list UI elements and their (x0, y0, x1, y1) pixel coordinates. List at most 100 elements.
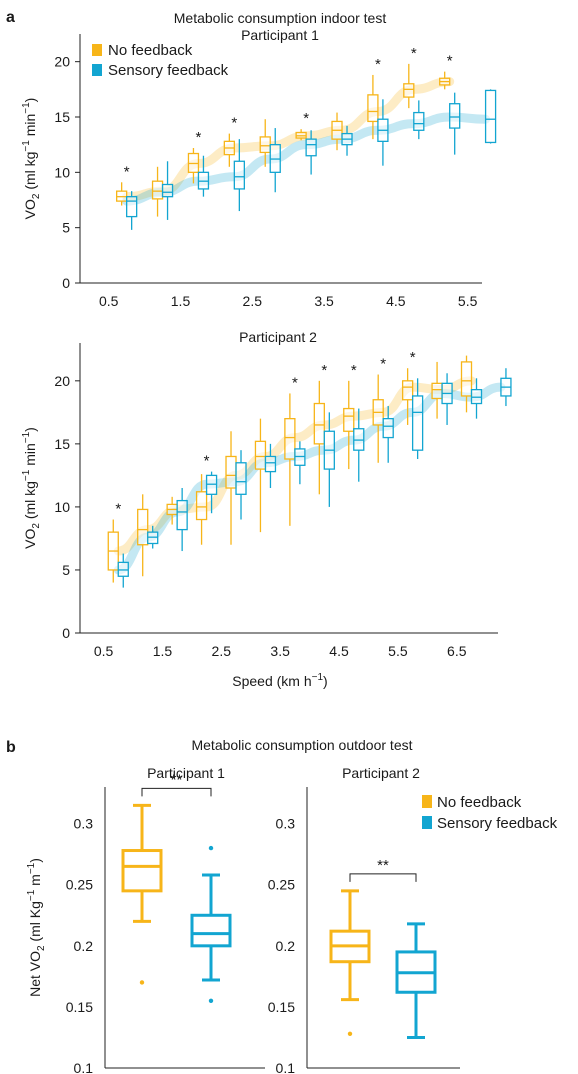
x-axis-label-speed: Speed (km h−1) (232, 672, 327, 689)
y-axis-label-vo2-part: 2 (31, 193, 42, 199)
box-body (343, 407, 355, 432)
x-tick-label: 5.5 (458, 293, 478, 309)
box-body (176, 499, 188, 531)
y-axis-label-net-vo2-part: 2 (36, 945, 47, 951)
box-sensory-feedback (305, 130, 317, 175)
box-no-feedback (343, 380, 355, 470)
box-no-feedback (151, 166, 164, 217)
legend-label-sensory-feedback: Sensory feedback (437, 815, 558, 832)
significance-star: * (204, 453, 210, 470)
y-axis-label-net-vo2-part: m (27, 874, 43, 890)
box-sensory-feedback (117, 553, 129, 588)
y-tick-label: 15 (54, 109, 70, 125)
box-body (235, 462, 247, 495)
subtitle-participant-1: Participant 1 (241, 27, 319, 43)
legend-label-no-feedback: No feedback (108, 42, 193, 59)
y-axis-label-vo2-part: −1 (21, 102, 32, 114)
significance-star: * (303, 110, 309, 127)
box-sensory-feedback (126, 191, 138, 230)
significance-star: * (292, 374, 298, 391)
box-body (161, 183, 174, 198)
significance-star: * (410, 349, 416, 366)
box-no-feedback (460, 355, 473, 413)
y-axis-label-net-vo2-part: (ml Kg (27, 901, 43, 945)
box-body (195, 491, 208, 521)
x-tick-label: 6.5 (447, 643, 467, 659)
legend-label-sensory-feedback: Sensory feedback (108, 62, 229, 79)
y-axis-label-vo2-part: VO (22, 529, 38, 549)
box-sensory-feedback (235, 450, 247, 520)
box-no-feedback (225, 431, 237, 545)
box-no-feedback (107, 519, 119, 583)
y-axis-label-vo2-part: min (22, 114, 38, 140)
box-sensory-feedback (269, 128, 281, 193)
box-sensory-feedback (176, 488, 188, 552)
box-no-feedback (439, 71, 451, 90)
box-no-feedback (137, 494, 149, 577)
box-no-feedback (401, 368, 414, 425)
y-tick-label: 0.1 (276, 1060, 296, 1074)
x-axis-label-speed-close: ) (323, 673, 328, 689)
box-sensory-feedback (395, 922, 437, 1039)
box-no-feedback (121, 803, 163, 985)
box-sensory-feedback (161, 161, 174, 220)
y-tick-label: 0.2 (74, 938, 94, 954)
significance-star: * (231, 115, 237, 132)
box-body (382, 418, 394, 439)
box-body (190, 913, 232, 948)
box-no-feedback (367, 74, 379, 140)
box-body (449, 103, 461, 129)
y-axis-label-vo2: VO2 (ml kg−1 min−1) (21, 427, 42, 549)
x-tick-label: 4.5 (329, 643, 349, 659)
box-sensory-feedback (382, 406, 394, 463)
significance-label: ** (171, 771, 183, 788)
x-tick-label: 1.5 (153, 643, 173, 659)
box-body (413, 111, 425, 131)
x-tick-label: 3.5 (314, 293, 334, 309)
x-tick-label: 0.5 (99, 293, 119, 309)
box-sensory-feedback (449, 92, 461, 155)
box-sensory-feedback (413, 100, 425, 140)
y-tick-label: 0.25 (268, 877, 295, 893)
y-axis-label-vo2: VO2 (ml kg−1 min−1) (21, 98, 42, 220)
box-sensory-feedback (341, 125, 353, 156)
legend-swatch-no-feedback (92, 44, 102, 56)
box-sensory-feedback (205, 471, 218, 514)
y-tick-label: 0.15 (66, 999, 93, 1015)
box-body (225, 455, 237, 489)
x-tick-label: 4.5 (386, 293, 406, 309)
box-body (151, 180, 164, 200)
y-axis-label-vo2-part: min (22, 443, 38, 469)
indoor-participant-2-chart: Participant 2 Speed (km h−1) 051015200.5… (21, 329, 512, 689)
box-body (403, 83, 415, 98)
panel-letter-b: b (6, 739, 16, 756)
chart-title-outdoor: Metabolic consumption outdoor test (191, 737, 412, 753)
significance-star: * (380, 356, 386, 373)
box-sensory-feedback (264, 443, 277, 488)
significance-label: ** (377, 857, 389, 874)
box-body (305, 138, 317, 157)
y-tick-label: 0 (62, 275, 70, 291)
box-sensory-feedback (323, 412, 335, 507)
legend-swatch-sensory-feedback (422, 816, 432, 829)
significance-bracket (141, 787, 212, 797)
outlier-point (208, 998, 214, 1004)
box-body (254, 440, 267, 470)
box-no-feedback (403, 63, 415, 109)
box-body (411, 395, 424, 451)
y-axis-label-net-vo2: Net VO2 (ml Kg−1 m−1) (26, 858, 47, 997)
box-sensory-feedback (441, 373, 453, 425)
y-tick-label: 0.1 (74, 1060, 94, 1074)
box-body (484, 89, 497, 144)
y-axis-label-vo2-part: (ml kg (22, 481, 38, 523)
y-tick-label: 0.3 (74, 816, 94, 832)
panel-letter-a: a (6, 9, 15, 26)
chart-title-indoor: Metabolic consumption indoor test (174, 10, 387, 26)
box-no-feedback (331, 112, 343, 151)
y-axis-label-net-vo2-part: Net VO (27, 951, 43, 997)
trend-line-no-feedback (122, 77, 455, 202)
significance-star: * (321, 362, 327, 379)
y-axis-label-vo2-part: −1 (21, 469, 32, 481)
subtitle-outdoor-participant-1: Participant 1 (147, 765, 225, 781)
y-tick-label: 0.3 (276, 816, 296, 832)
